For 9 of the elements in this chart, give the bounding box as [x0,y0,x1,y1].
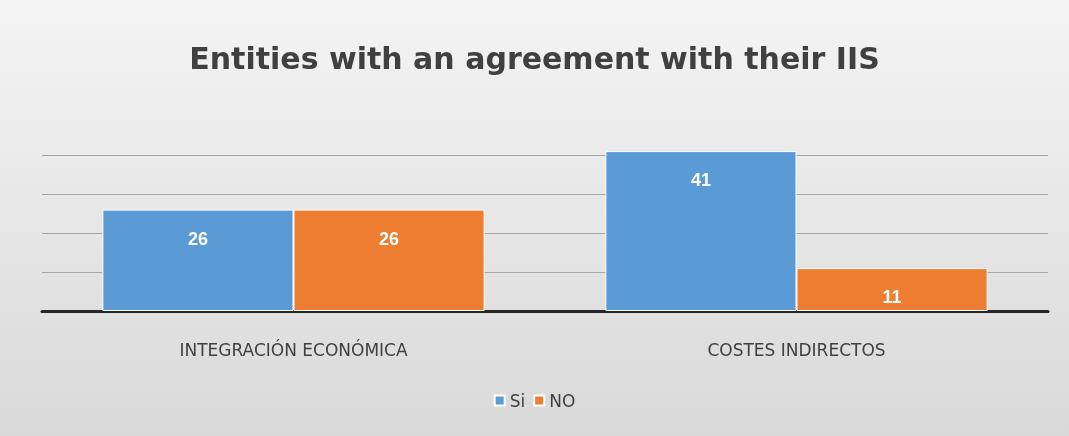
data-label: 41 [690,170,711,191]
chart-title: Entities with an agreement with their IIS [189,40,880,76]
data-label: 11 [882,287,902,308]
x-tick-label: COSTES INDIRECTOS [707,339,886,360]
legend-label: Si [509,390,526,411]
legend-label: NO [549,390,576,411]
data-label: 26 [187,228,208,249]
data-label: 26 [379,228,400,249]
x-tick-label: INTEGRACIÓN ECONÓMICA [179,338,408,360]
